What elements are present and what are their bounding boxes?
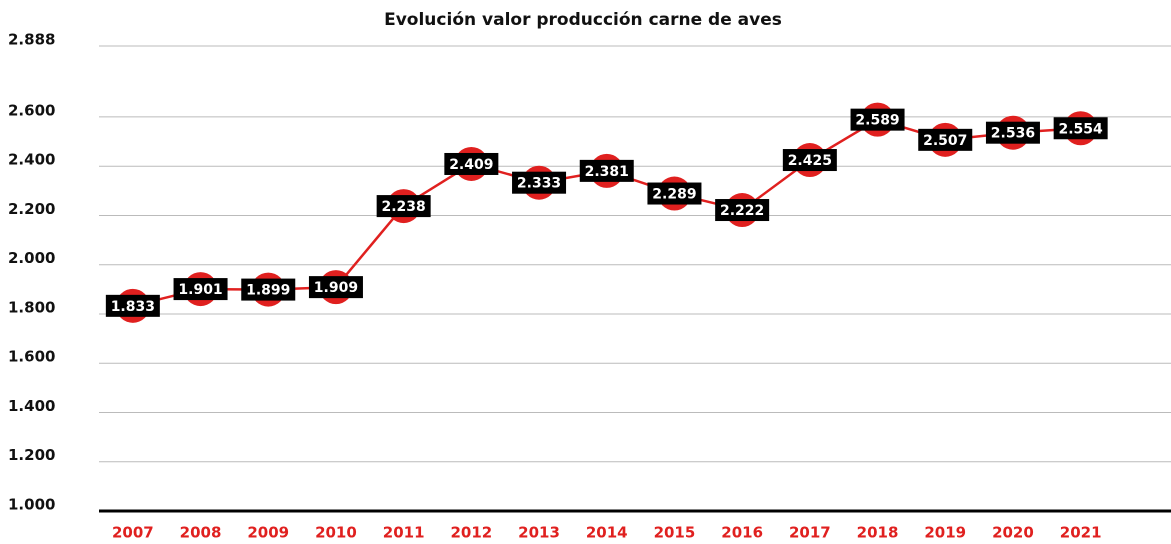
value-label-bg [444, 152, 499, 175]
y-tick-label: 2.000 [8, 249, 55, 267]
value-label-bg [579, 159, 634, 182]
x-tick-label: 2008 [180, 524, 222, 542]
x-tick-label: 2015 [654, 524, 696, 542]
y-tick-label: 1.000 [8, 496, 55, 514]
value-label-bg [647, 182, 702, 205]
y-tick-label: 1.200 [8, 446, 55, 464]
value-label-bg [1053, 117, 1108, 140]
value-label-bg [715, 199, 770, 222]
x-tick-label: 2017 [789, 524, 831, 542]
x-tick-label: 2020 [992, 524, 1034, 542]
value-label: 2.536 [991, 126, 1035, 142]
value-label: 2.289 [652, 187, 696, 203]
value-label: 2.554 [1059, 121, 1104, 137]
value-label: 2.222 [720, 203, 764, 219]
value-label: 1.909 [314, 280, 358, 296]
value-label-bg [105, 294, 160, 317]
value-label: 1.901 [178, 282, 222, 298]
x-tick-label: 2010 [315, 524, 357, 542]
x-tick-label: 2016 [721, 524, 763, 542]
x-tick-label: 2009 [247, 524, 289, 542]
y-tick-label: 1.400 [8, 397, 55, 415]
value-label: 2.507 [923, 133, 967, 149]
x-tick-label: 2012 [450, 524, 492, 542]
value-label-bg [308, 276, 363, 299]
x-tick-label: 2011 [383, 524, 425, 542]
y-tick-label: 2.200 [8, 200, 55, 218]
value-label-bg [985, 121, 1040, 144]
value-label: 2.589 [855, 113, 899, 129]
value-label: 2.333 [517, 176, 561, 192]
value-label: 2.381 [585, 164, 629, 180]
value-label-bg [512, 171, 567, 194]
value-label-bg [918, 128, 973, 151]
y-tick-label: 2.888 [8, 31, 55, 49]
value-label: 2.425 [788, 153, 832, 169]
x-tick-label: 2014 [586, 524, 628, 542]
value-label-bg [173, 278, 228, 301]
value-label-bg [241, 278, 296, 301]
y-tick-label: 2.600 [8, 101, 55, 119]
x-tick-label: 2013 [518, 524, 560, 542]
x-tick-label: 2007 [112, 524, 154, 542]
y-tick-label: 1.800 [8, 298, 55, 316]
value-label: 1.899 [246, 283, 290, 299]
value-label-bg [850, 108, 905, 131]
value-label: 1.833 [111, 299, 155, 315]
x-tick-label: 2019 [924, 524, 966, 542]
chart-title: Evolución valor producción carne de aves [384, 10, 782, 30]
value-label-bg [376, 195, 431, 218]
x-tick-label: 2021 [1060, 524, 1102, 542]
x-tick-label: 2018 [857, 524, 899, 542]
value-label-bg [782, 149, 837, 172]
y-tick-label: 1.600 [8, 348, 55, 366]
y-tick-label: 2.400 [8, 151, 55, 169]
value-label: 2.409 [449, 157, 493, 173]
value-label: 2.238 [382, 199, 426, 215]
